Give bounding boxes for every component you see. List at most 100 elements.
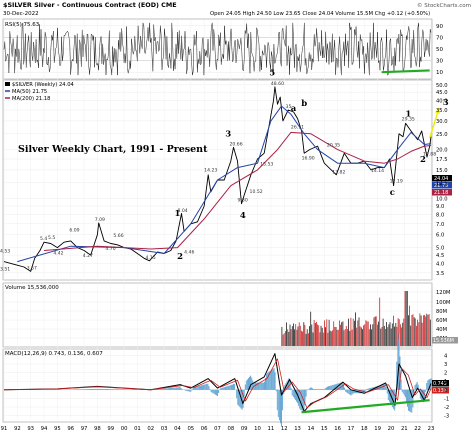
price-label: 3.51 [0, 267, 10, 273]
price-label: 20.35 [327, 142, 340, 148]
volume-bar [304, 324, 306, 346]
volume-bar [379, 297, 381, 346]
wave-label: b [301, 99, 307, 109]
price-tick-label: 50.0 [436, 83, 448, 89]
volume-bar [342, 321, 344, 346]
price-tick-label: 5.0 [436, 246, 444, 252]
volume-bar [398, 319, 400, 346]
symbol-line: $SILVER Silver - Continuous Contract (EO… [3, 1, 177, 9]
volume-bar [352, 318, 354, 346]
price-label: 4.42 [53, 250, 63, 256]
macd-value-tag [432, 380, 449, 387]
volume-bar [319, 332, 321, 346]
x-tick-label: 19 [374, 426, 381, 432]
x-tick-label: 03 [161, 426, 168, 432]
legend-price: $SILVER (Weekly) 24.04 [12, 82, 74, 88]
volume-bar [401, 327, 402, 346]
price-label: 10.52 [250, 189, 263, 195]
volume-bar [345, 326, 347, 346]
volume-bar [348, 318, 349, 346]
price-tick-label: 12.5 [436, 181, 448, 187]
wave-label: 2 [177, 252, 183, 262]
volume-bar [325, 327, 326, 346]
x-tick-label: 02 [147, 426, 154, 432]
price-label: 5.5 [48, 235, 55, 241]
rsi-tick-label: 30 [436, 59, 443, 65]
volume-bar [335, 327, 337, 346]
volume-bar [334, 326, 336, 346]
volume-bar [356, 327, 358, 346]
volume-bar [427, 314, 429, 346]
volume-bar [417, 319, 418, 346]
legend-swatch-price [5, 82, 10, 86]
volume-bar [340, 324, 341, 346]
volume-bar [397, 318, 399, 346]
price-tick-label: 25.0 [436, 132, 448, 138]
price-label: 4.27 [83, 253, 93, 259]
projection-arrowhead [434, 108, 440, 114]
price-tick-label: 3.5 [436, 271, 444, 277]
rsi-layer [3, 22, 432, 76]
macd-legend: MACD(12,26,9) 0.743, 0.136, 0.607 [5, 351, 103, 357]
price-label: 35 [286, 104, 292, 110]
volume-bar [368, 329, 370, 346]
price-tick-label: 6.0 [436, 233, 444, 239]
macd-tick-label: 4 [444, 353, 448, 359]
volume-bar [312, 332, 314, 346]
volume-bar [321, 327, 323, 346]
price-label: 4.46 [184, 250, 194, 256]
volume-bar [404, 291, 406, 346]
price-tick-label: 10.0 [436, 197, 448, 203]
macd-tick-label: -1 [444, 396, 449, 402]
volume-bar [358, 317, 360, 346]
volume-bar [424, 315, 425, 346]
volume-bar [405, 291, 407, 346]
volume-tick-label: 120M [436, 290, 450, 296]
volume-bar [390, 328, 392, 346]
rsi-legend: RSI(5) 75.63 [5, 22, 40, 28]
volume-bar [337, 329, 339, 346]
price-label: 29.35 [402, 116, 415, 122]
price-label: 12.19 [390, 179, 403, 185]
volume-bar [293, 323, 294, 346]
volume-bar [296, 329, 298, 346]
price-tick-label: 45.0 [436, 90, 448, 96]
price-label: 4.70 [105, 246, 115, 252]
volume-bar [410, 325, 412, 346]
volume-tick-label: 40M [436, 327, 447, 333]
volume-bar [429, 319, 431, 346]
volume-bar [428, 314, 430, 346]
volume-bar [301, 330, 302, 346]
x-tick-label: 93 [27, 426, 34, 432]
volume-bar [354, 320, 355, 346]
price-tick-label: 8.0 [436, 212, 444, 218]
volume-bar [393, 315, 394, 346]
rsi-tick-label: 10 [436, 70, 443, 76]
price-label: 5.4 [40, 236, 47, 242]
x-tick-label: 97 [81, 426, 88, 432]
x-tick-label: 16 [334, 426, 341, 432]
volume-bar [302, 331, 303, 346]
volume-bars [281, 291, 431, 346]
x-tick-label: 07 [214, 426, 221, 432]
volume-bar [420, 315, 422, 346]
volume-bar [409, 305, 410, 346]
price-tick-label: 40.0 [436, 99, 448, 105]
price-label: 48.60 [271, 81, 284, 87]
price-label: 4.53 [0, 249, 10, 255]
price-label: 26.11 [291, 125, 304, 131]
volume-bar [413, 317, 415, 346]
chart-title: Silver Weekly Chart, 1991 - Present [18, 144, 208, 155]
quote-line: Open 24.05 High 24.50 Low 23.65 Close 24… [210, 11, 430, 17]
volume-bar [339, 320, 340, 346]
volume-bar [378, 321, 379, 346]
volume-legend: Volume 15,536,000 [5, 285, 59, 291]
x-tick-label: 98 [94, 426, 101, 432]
volume-bar [333, 321, 335, 346]
gridlines [3, 20, 432, 420]
volume-bar [362, 329, 363, 346]
volume-bar [326, 319, 328, 346]
x-tick-label: 04 [174, 426, 181, 432]
